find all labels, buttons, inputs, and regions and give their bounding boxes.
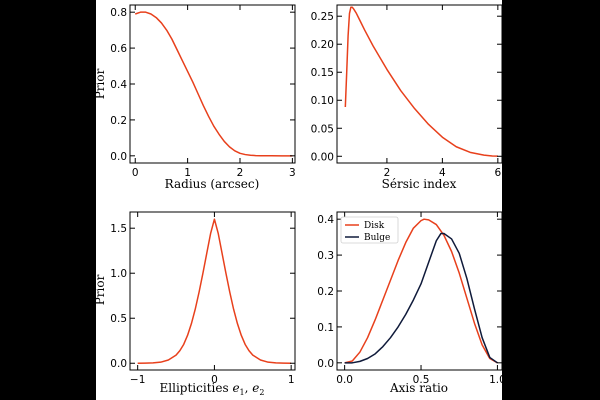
x-tick-label: 2 [384,167,391,179]
y-tick-label: 0.15 [311,67,334,79]
x-tick-label: 0.0 [336,374,353,386]
ticks: −1 0 1 0.0 0.5 1.0 1.5 [110,212,295,386]
x-axis-label: Sérsic index [382,177,457,191]
y-tick-label: 0.3 [317,250,334,262]
x-tick-label: 2 [237,167,244,179]
x-axis-label: Ellipticities e1, e2 [160,381,265,397]
x-axis-label: Radius (arcsec) [165,177,260,191]
x-tick-label: 0 [211,374,218,386]
y-tick-label: 0.2 [317,286,334,298]
y-tick-label: 0.00 [311,151,334,163]
y-tick-label: 0.0 [110,151,127,163]
y-tick-label: 0.1 [317,322,334,334]
ticks: 0 1 2 3 0.0 0.2 0.4 0.6 0.8 [110,5,296,179]
x-tick-label: 1 [184,167,191,179]
data-marks [344,218,498,364]
legend-label-bulge: Bulge [364,233,390,243]
y-tick-label: 1.5 [110,223,127,235]
x-tick-label: 3 [289,167,296,179]
x-tick-label: 0.5 [413,374,430,386]
ticks: 0.0 0.5 1.0 0.0 0.1 0.2 0.3 0.4 [317,212,506,386]
y-tick-label: 0.5 [110,313,127,325]
series-line-disk [344,218,498,364]
y-tick-label: 0.6 [110,43,127,55]
data-marks [134,11,293,157]
ticks: 2 4 6 0.00 0.05 0.10 0.15 0.20 0.25 [311,5,502,179]
y-tick-label: 0.25 [311,11,334,23]
x-tick-label: 1 [288,374,295,386]
y-tick-label: 0.2 [110,115,127,127]
series-line-0 [134,11,293,157]
panel-sersic-index: 2 4 6 0.00 0.05 0.10 0.15 0.20 0.25 Sérsic index [311,4,503,191]
y-tick-label: 0.20 [311,39,334,51]
y-tick-label: 0.0 [317,358,334,370]
series-line-0 [344,6,498,157]
legend-label-disk: Disk [364,221,385,231]
x-tick-label: 1.0 [489,374,506,386]
x-tick-label: 0 [132,167,139,179]
legend: Disk Bulge [340,216,399,244]
data-marks [344,6,498,157]
y-axis-label: Prior [93,68,107,99]
panel-radius: 0 1 2 3 0.0 0.2 0.4 0.6 0.8 Radius (arcsec) Prio… [93,4,296,191]
x-tick-label: 6 [494,167,501,179]
y-tick-label: 0.8 [110,7,127,19]
plot-frame [129,4,296,164]
series-line-bulge [344,232,498,364]
x-tick-label: 4 [439,167,446,179]
data-marks [137,218,292,364]
plot-frame [129,211,296,371]
x-tick-label: −1 [130,374,145,386]
panel-axis-ratio: 0.0 0.5 1.0 0.0 0.1 0.2 0.3 0.4 Axis ratio Disk… [317,211,506,395]
y-tick-label: 0.05 [311,123,334,135]
y-tick-label: 0.4 [110,79,127,91]
y-tick-label: 1.0 [110,268,127,280]
y-tick-label: 0.4 [317,214,334,226]
y-tick-label: 0.10 [311,95,334,107]
panel-ellipticities: −1 0 1 0.0 0.5 1.0 1.5 Ellipticities e1, e2 Pr… [93,211,296,397]
y-axis-label: Prior [93,274,107,305]
y-tick-label: 0.0 [110,358,127,370]
x-axis-label: Axis ratio [389,381,448,395]
series-line-0 [137,218,292,364]
plot-frame [336,4,503,164]
